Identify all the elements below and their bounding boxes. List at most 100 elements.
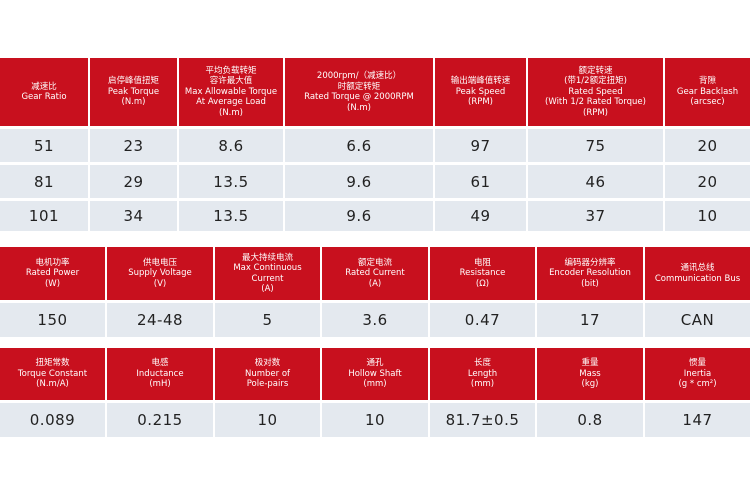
header-text: Inductance [136,368,184,379]
header-text: (mH) [149,379,171,390]
header-text: Max Continuous [233,263,302,273]
header-text: Mass [579,368,601,379]
data-cell: 61 [435,165,526,198]
header-cell: 最大持续电流 Max Continuous Current (A) [215,247,320,300]
header-cell: 扭矩常数 Torque Constant (N.m/A) [0,348,105,400]
data-cell: 34 [90,201,177,231]
header-text: Current [251,273,284,284]
header-text: (mm) [363,379,387,390]
header-text: 容许最大值 [209,76,253,87]
header-text: Rated Power [25,268,80,279]
header-text: (N.m) [219,107,243,118]
data-cell: 3.6 [322,303,428,337]
data-cell: 81.7±0.5 [430,403,535,437]
header-cell: 重量 Mass (kg) [537,348,643,400]
data-cell: 10 [215,403,320,437]
header-cell: 通讯总线 Communication Bus [645,247,750,300]
data-cell: 20 [665,165,750,198]
header-text: 额定转速 [578,65,613,76]
header-text: 扭矩常数 [35,358,70,369]
header-text: Resistance [459,268,506,279]
header-text: (g * cm²) [678,379,717,390]
header-text: 时额定转矩 [337,81,381,92]
header-cell: 输出端峰值转速 Peak Speed (RPM) [435,58,526,126]
header-text: (Ω) [475,278,490,289]
header-text: 重量 [581,358,599,369]
data-cell: 147 [645,403,750,437]
header-text: 极对数 [254,358,281,369]
header-text: Supply Voltage [128,268,192,279]
data-cell: 81 [0,165,88,198]
data-cell: 0.47 [430,303,535,337]
data-cell: 37 [528,201,663,231]
data-cell: 0.215 [107,403,213,437]
header-text: 电阻 [473,257,491,268]
data-cell: 29 [90,165,177,198]
header-cell: 背隙 Gear Backlash (arcsec) [665,58,750,126]
header-cell: 电感 Inductance (mH) [107,348,213,400]
header-text: 最大持续电流 [241,252,293,263]
data-cell: CAN [645,303,750,337]
header-text: Hollow Shaft [348,368,402,379]
header-text: Gear Backlash [676,86,739,97]
header-text: (RPM) [583,107,608,118]
data-cell: 13.5 [179,201,283,231]
header-text: Number of [244,368,291,379]
data-cell: 10 [322,403,428,437]
header-cell: 额定电流 Rated Current (A) [322,247,428,300]
data-cell: 10 [665,201,750,231]
data-cell: 24-48 [107,303,213,337]
header-text: Inertia [683,368,712,379]
data-cell: 75 [528,129,663,162]
data-cell: 49 [435,201,526,231]
header-text: 平均负载转矩 [205,65,257,76]
header-cell: 编码器分辨率 Encoder Resolution (bit) [537,247,643,300]
header-text: (V) [153,278,167,289]
header-text: 通孔 [366,358,384,369]
header-text: (bit) [581,278,599,289]
header-cell: 启停峰值扭矩 Peak Torque (N.m) [90,58,177,126]
header-cell: 平均负载转矩 容许最大值 Max Allowable Torque At Averag… [179,58,283,126]
header-text: 背隙 [698,76,716,87]
header-text: (N.m) [121,97,146,108]
header-text: (W) [44,278,61,289]
data-cell: 0.8 [537,403,643,437]
header-text: (N.m/A) [36,379,69,390]
header-text: (With 1/2 Rated Torque) [545,97,646,108]
data-cell: 46 [528,165,663,198]
header-text: (RPM) [468,97,493,108]
data-cell: 51 [0,129,88,162]
header-text: 编码器分辨率 [564,257,616,268]
header-text: Rated Current [345,268,405,279]
header-cell: 惯量 Inertia (g * cm²) [645,348,750,400]
data-cell: 9.6 [285,165,433,198]
header-cell: 额定转速 (带1/2额定扭矩) Rated Speed (With 1/2 Rated… [528,58,663,126]
header-text: 额定电流 [357,257,392,268]
header-cell: 极对数 Number of Pole-pairs [215,348,320,400]
header-text: Encoder Resolution [549,268,631,279]
data-cell: 6.6 [285,129,433,162]
header-text: 启停峰值扭矩 [107,76,159,87]
data-cell: 5 [215,303,320,337]
header-cell: 供电电压 Supply Voltage (V) [107,247,213,300]
header-text: (A) [261,284,274,294]
header-text: Pole-pairs [246,379,289,390]
header-text: 2000rpm/（减速比） [316,71,402,81]
data-cell: 150 [0,303,105,337]
header-text: 输出端峰值转速 [450,76,511,87]
header-text: Peak Speed [455,86,506,97]
header-text: Gear Ratio [21,92,67,102]
data-cell: 101 [0,201,88,231]
header-text: 电机功率 [35,257,70,268]
header-text: 供电电压 [142,257,177,268]
data-cell: 13.5 [179,165,283,198]
data-cell: 8.6 [179,129,283,162]
header-cell: 减速比 Gear Ratio [0,58,88,126]
header-cell: 通孔 Hollow Shaft (mm) [322,348,428,400]
header-text: At Average Load [196,97,266,108]
header-text: (N.m) [347,102,371,113]
data-cell: 0.089 [0,403,105,437]
data-cell: 20 [665,129,750,162]
data-cell: 23 [90,129,177,162]
